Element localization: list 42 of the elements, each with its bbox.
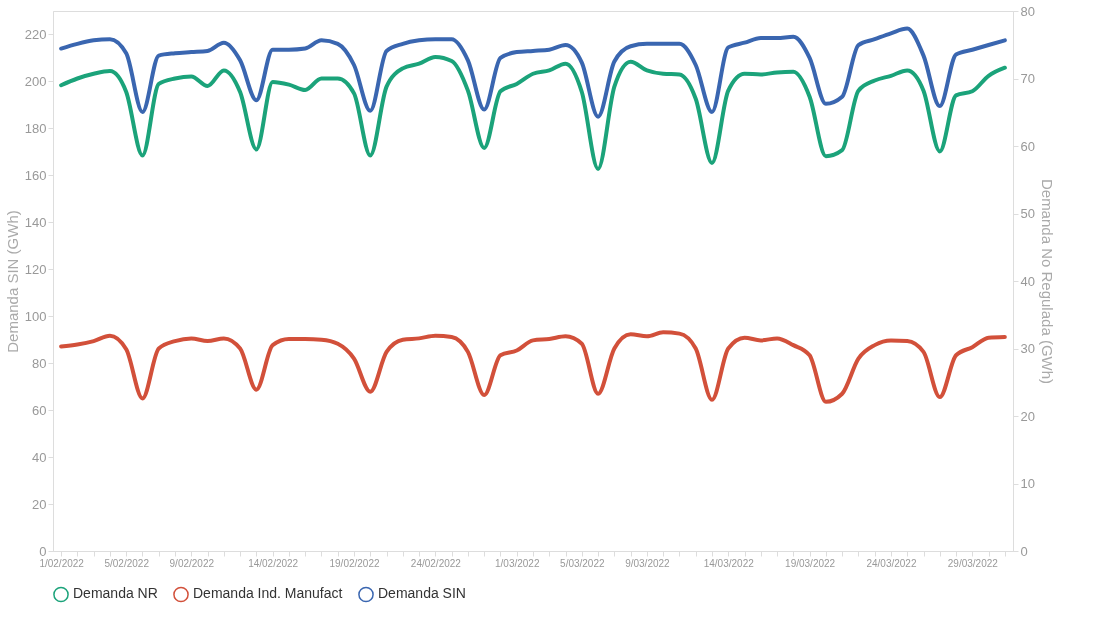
x-tick-label: 1/03/2022	[494, 557, 540, 569]
y2-tick-label: 80	[1020, 3, 1035, 19]
y-axis-title: Demanda SIN (GWh)	[3, 210, 21, 353]
x-tick-label: 29/03/2022	[947, 557, 999, 569]
y-tick-label: 220	[24, 26, 47, 42]
line-series	[59, 54, 1007, 171]
x-tick-label: 9/03/2022	[625, 557, 671, 569]
y-tick-label: 40	[32, 449, 47, 465]
x-tick-label: 14/03/2022	[703, 557, 755, 569]
y-tick-label: 20	[32, 496, 47, 512]
x-tick-label: 5/03/2022	[560, 557, 605, 569]
x-tick-label: 19/03/2022	[785, 557, 836, 569]
x-tick-label: 19/02/2022	[329, 557, 380, 569]
y2-tick-label: 60	[1020, 138, 1035, 154]
y-tick-label: 200	[24, 73, 47, 89]
line-series	[59, 26, 1007, 119]
y-tick-label: 0	[39, 543, 47, 559]
legend-label: Demanda Ind. Manufact	[193, 585, 343, 602]
y2-tick-label: 70	[1020, 71, 1035, 86]
x-tick-label: 1/02/2022	[39, 557, 85, 569]
y2-tick-label: 0	[1020, 543, 1028, 559]
x-tick-label: 24/03/2022	[866, 557, 917, 569]
x-tick-label: 5/02/2022	[104, 557, 150, 569]
y-tick-label: 140	[24, 214, 47, 230]
y-tick-label: 180	[24, 120, 47, 136]
legend-label: Demanda NR	[73, 585, 158, 602]
y-tick-label: 100	[24, 308, 47, 324]
x-tick-label: 14/02/2022	[248, 557, 299, 569]
y2-tick-label: 30	[1020, 341, 1035, 356]
y2-axis-title: Demanda No Regulada (GWh)	[1038, 178, 1056, 385]
y-tick-label: 160	[24, 167, 47, 183]
y-tick-label: 80	[32, 355, 47, 371]
y2-tick-label: 40	[1020, 273, 1035, 289]
y-tick-label: 120	[24, 261, 47, 277]
line-series	[59, 330, 1007, 404]
x-tick-label: 9/02/2022	[169, 557, 215, 569]
x-tick-label: 24/02/2022	[410, 557, 462, 569]
y2-tick-label: 50	[1020, 206, 1035, 221]
legend-label: Demanda SIN	[378, 585, 466, 602]
y2-tick-label: 10	[1020, 476, 1035, 491]
y2-tick-label: 20	[1020, 408, 1035, 424]
y-tick-label: 60	[32, 402, 47, 418]
